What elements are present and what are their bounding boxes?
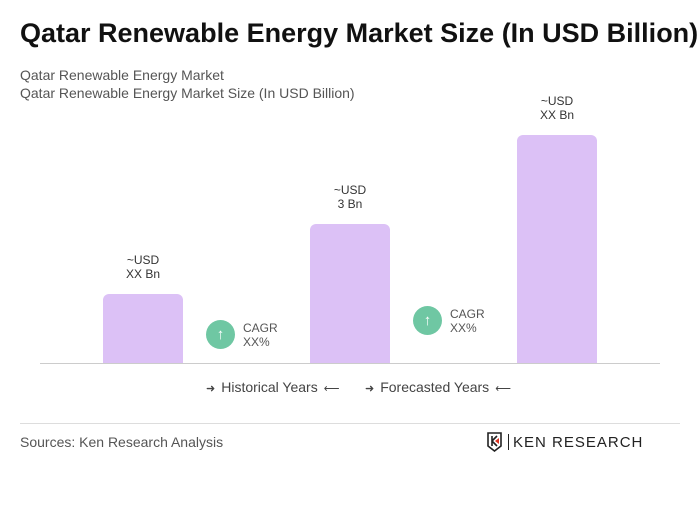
sources: Sources: Ken Research Analysis <box>20 434 224 450</box>
arrow-up-icon: ↑ <box>206 320 235 349</box>
arrow-right-icon: ➜ <box>206 383 216 395</box>
cagr-indicator: ↑ CAGR XX% <box>206 320 278 349</box>
bar <box>517 135 597 364</box>
arrow-up-icon: ↑ <box>413 306 442 335</box>
divider <box>20 423 680 424</box>
plot-area: ~USD XX Bn ~USD 3 Bn ~USD XX Bn ↑ CAGR XX% ↑ CAGR X… <box>40 94 660 364</box>
page-title: Qatar Renewable Energy Market Size (In U… <box>20 18 699 48</box>
cagr-indicator: ↑ CAGR XX% <box>413 306 485 335</box>
arrow-right-icon: ➜ <box>365 383 375 395</box>
ken-research-logo: KEN RESEARCH <box>486 432 643 452</box>
legend-historical: ➜ Historical Years ⟵ <box>200 379 346 395</box>
cagr-label: CAGR XX% <box>450 306 485 335</box>
legend-forecasted: ➜ Forecasted Years ⟵ <box>359 379 517 395</box>
legend-label: Forecasted Years <box>380 379 490 395</box>
subtitle-1: Qatar Renewable Energy Market <box>20 67 224 83</box>
cagr-label: CAGR XX% <box>243 320 278 349</box>
arrow-left-icon: ⟵ <box>323 383 340 395</box>
logo-text: KEN RESEARCH <box>513 433 644 451</box>
subtitle-2: Qatar Renewable Energy Market Size (In U… <box>20 85 355 101</box>
logo-shield-icon <box>487 432 502 452</box>
arrow-left-icon: ⟵ <box>495 383 511 395</box>
bar <box>310 224 390 364</box>
bar <box>103 294 183 364</box>
legend-label: Historical Years <box>221 379 318 395</box>
data-label: ~USD 3 Bn <box>333 183 367 211</box>
data-label: ~USD XX Bn <box>125 253 161 281</box>
x-axis-line <box>40 363 660 364</box>
data-label: ~USD XX Bn <box>539 94 575 123</box>
